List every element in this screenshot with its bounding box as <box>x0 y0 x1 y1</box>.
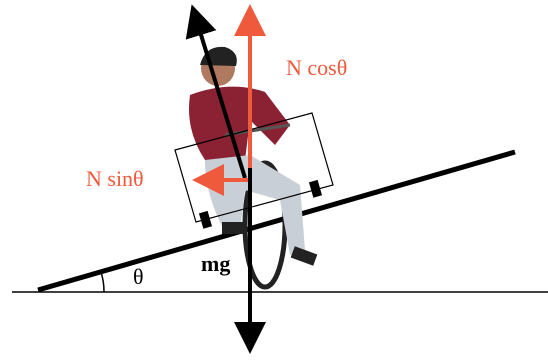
shoe <box>222 222 246 234</box>
horizontal-component-label: N sinθ <box>86 166 144 191</box>
vertical-component-label: N cosθ <box>286 55 347 80</box>
support-block <box>309 180 322 198</box>
diagram: N cosθ N sinθ mg θ <box>0 0 548 362</box>
page: N cosθ N sinθ mg θ (() => { const data =… <box>0 0 548 362</box>
angle-label: θ <box>133 264 144 289</box>
angle-arc <box>101 272 104 292</box>
pants <box>205 155 305 255</box>
support-block <box>199 211 212 229</box>
weight-label: mg <box>201 251 230 276</box>
